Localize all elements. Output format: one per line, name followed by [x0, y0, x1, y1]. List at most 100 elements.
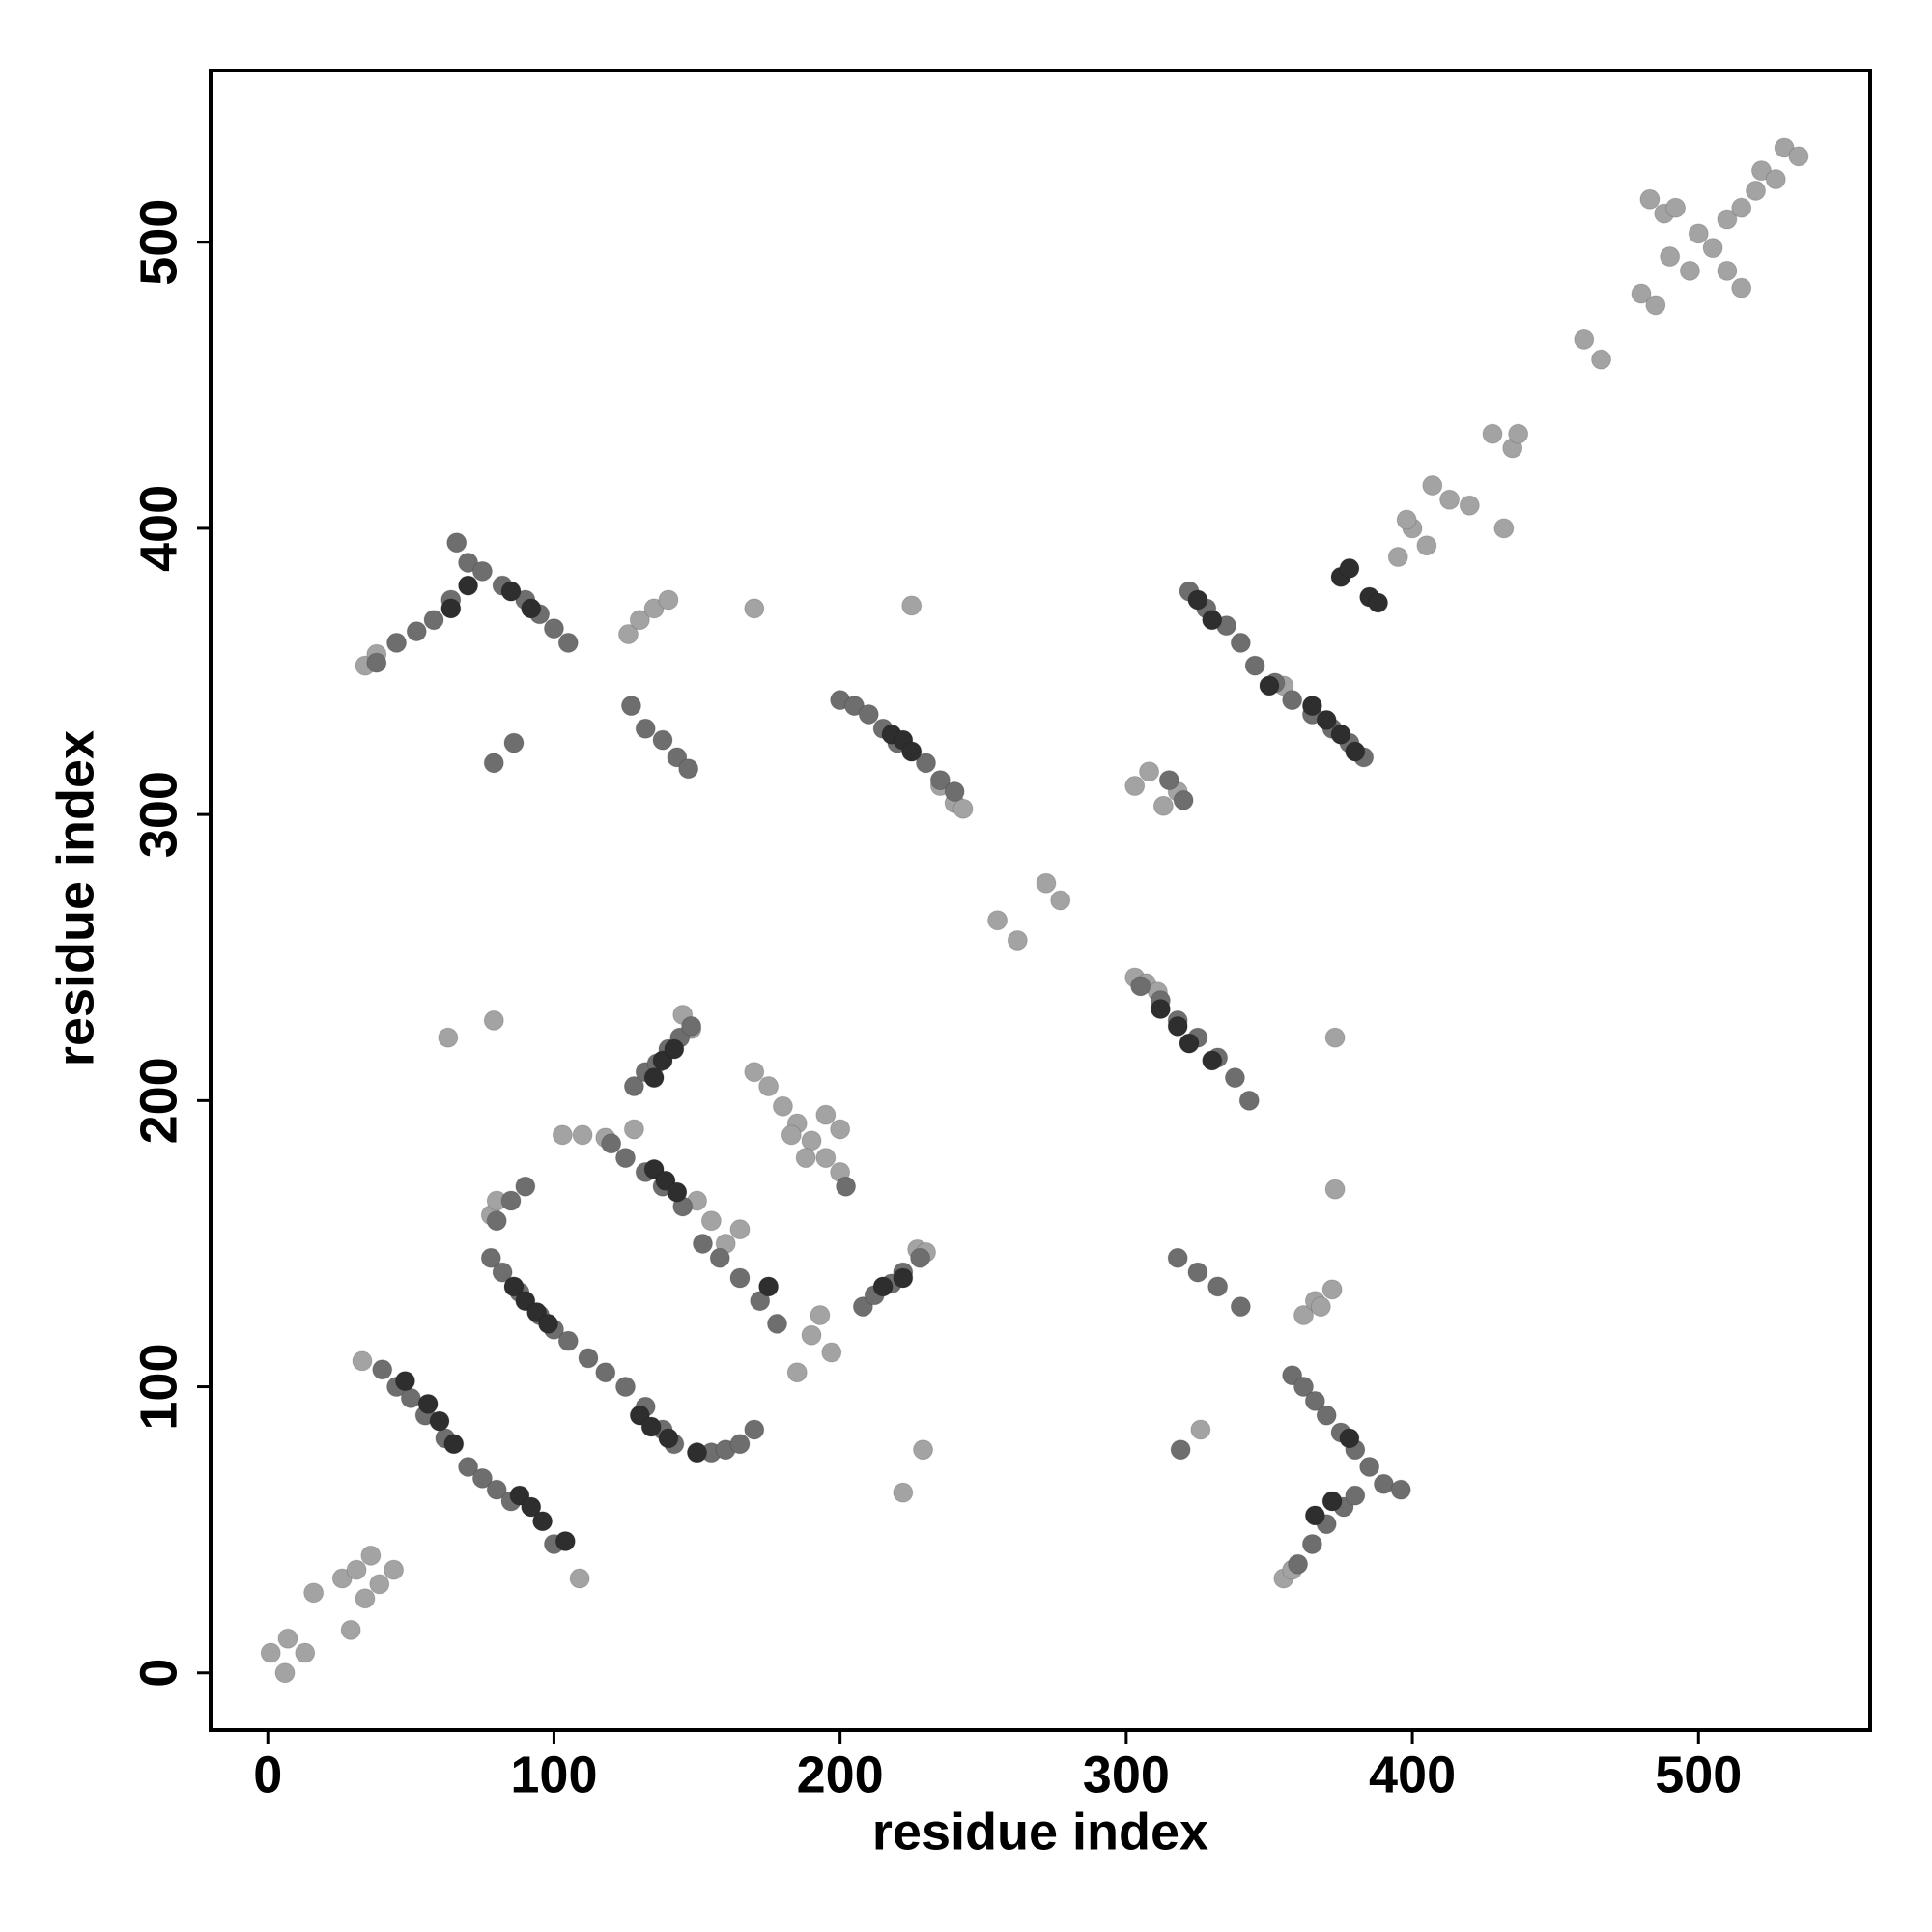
point [810, 1305, 831, 1325]
point [858, 703, 879, 724]
point [1660, 246, 1681, 268]
point [572, 1124, 593, 1146]
point [1230, 632, 1251, 653]
point [667, 1181, 688, 1203]
point [500, 581, 522, 602]
point [1124, 776, 1146, 797]
point [1230, 1296, 1251, 1318]
point [1301, 696, 1322, 717]
point [1173, 789, 1194, 810]
point [552, 1124, 573, 1146]
point [1493, 518, 1515, 539]
point [1688, 223, 1709, 244]
point [423, 610, 444, 631]
point [521, 598, 542, 619]
point [295, 1642, 316, 1663]
point [372, 1359, 393, 1380]
point [1574, 328, 1595, 350]
point [1208, 1276, 1229, 1297]
point [658, 1428, 679, 1449]
point [643, 598, 665, 619]
point [1187, 1262, 1208, 1283]
point [1679, 260, 1700, 281]
point [658, 589, 679, 611]
point [1339, 1428, 1360, 1449]
x-tick-label: 0 [253, 1746, 282, 1804]
point [681, 1015, 702, 1037]
point [557, 1330, 579, 1351]
point [1482, 423, 1503, 444]
point [1150, 999, 1171, 1020]
point [1639, 188, 1661, 210]
point [893, 1482, 914, 1503]
plot-frame [209, 69, 1872, 1732]
point [772, 1095, 793, 1117]
point [678, 758, 699, 780]
point [1717, 209, 1738, 230]
point [538, 1313, 559, 1334]
point [1304, 1390, 1325, 1411]
point [929, 770, 951, 791]
point [366, 652, 387, 673]
point [758, 1076, 780, 1097]
x-tick-label: 300 [1083, 1746, 1170, 1804]
point [913, 1439, 934, 1461]
point [369, 1574, 390, 1595]
point [260, 1642, 281, 1663]
point [429, 1410, 450, 1432]
point [901, 741, 923, 762]
x-tick-label: 400 [1369, 1746, 1456, 1804]
x-axis-title: residue index [872, 1803, 1208, 1861]
point [1282, 690, 1303, 711]
point [1324, 1027, 1346, 1048]
point [1304, 1505, 1325, 1526]
point [400, 1387, 421, 1408]
point [729, 1267, 751, 1289]
point [1731, 277, 1752, 298]
point [786, 1362, 808, 1383]
point [1774, 137, 1795, 158]
point [1293, 1305, 1315, 1325]
point [1416, 535, 1437, 556]
point [515, 1176, 536, 1197]
point [1373, 1473, 1394, 1494]
point [1591, 349, 1612, 370]
point [652, 729, 673, 751]
point [274, 1662, 296, 1684]
point [1345, 1485, 1366, 1506]
point [1167, 1015, 1188, 1037]
point [987, 910, 1009, 931]
point [1244, 655, 1265, 676]
point [569, 1568, 590, 1589]
point [521, 1496, 542, 1518]
point [458, 1456, 479, 1477]
point [1508, 423, 1529, 444]
point [750, 1291, 771, 1312]
point [821, 1342, 842, 1363]
point [331, 1568, 353, 1589]
point [1007, 929, 1028, 951]
point [1665, 197, 1687, 218]
point [872, 1276, 894, 1297]
point [1746, 180, 1767, 201]
point [1359, 1456, 1380, 1477]
point [1152, 795, 1174, 816]
point [355, 1588, 376, 1609]
point [1422, 475, 1443, 496]
point [1731, 197, 1752, 218]
point [1321, 1491, 1343, 1512]
point [443, 1434, 465, 1455]
point [1301, 1533, 1322, 1554]
point [578, 1348, 599, 1369]
point [620, 696, 641, 717]
point [617, 624, 639, 645]
point [640, 1416, 662, 1437]
point [893, 1267, 914, 1289]
point [1130, 976, 1151, 997]
point [1788, 146, 1809, 167]
point [744, 1062, 765, 1083]
y-tick-label: 0 [129, 1659, 187, 1688]
point [492, 1262, 513, 1283]
point [952, 798, 974, 819]
